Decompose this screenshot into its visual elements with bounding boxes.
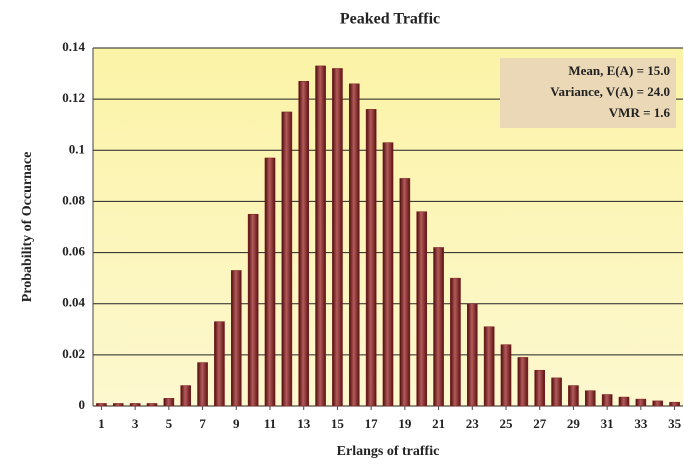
bar	[180, 385, 192, 407]
x-tick-label: 17	[365, 416, 379, 431]
x-tick-label: 35	[668, 416, 682, 431]
x-tick-label: 5	[166, 416, 173, 431]
bar	[450, 277, 461, 407]
x-tick-label: 7	[199, 416, 206, 431]
bar	[534, 369, 546, 407]
y-tick-label: 0.12	[62, 90, 85, 105]
x-tick-label: 29	[567, 416, 581, 431]
x-tick-label: 27	[533, 416, 547, 431]
x-tick-label: 23	[466, 416, 480, 431]
plot	[93, 47, 683, 407]
x-tick-label: 25	[500, 416, 514, 431]
x-tick-label: 11	[264, 416, 276, 431]
x-tick-label: 33	[634, 416, 648, 431]
chart-title: Peaked Traffic	[340, 11, 440, 28]
bar	[551, 377, 562, 407]
y-axis-label: Probability of Occurnace	[20, 152, 35, 303]
x-tick-label: 3	[132, 416, 139, 431]
y-tick-label: 0.1	[69, 141, 85, 156]
bar	[129, 403, 141, 407]
bar	[399, 178, 411, 407]
bar	[96, 403, 107, 407]
y-tick-label: 0.04	[62, 295, 85, 310]
bar	[197, 362, 208, 407]
bar	[500, 344, 512, 407]
bar	[230, 270, 242, 407]
bar	[618, 396, 630, 407]
bar	[433, 247, 444, 407]
bar	[112, 403, 124, 407]
y-tick-label: 0.06	[62, 244, 85, 259]
bar	[247, 213, 259, 407]
bar	[332, 68, 343, 407]
bar	[281, 111, 293, 407]
bar	[466, 303, 478, 407]
bar	[214, 321, 225, 407]
y-tick-label: 0.02	[62, 346, 85, 361]
annotation-box	[500, 58, 676, 128]
bar	[652, 400, 664, 407]
x-tick-label: 1	[98, 416, 105, 431]
x-tick-label: 21	[432, 416, 445, 431]
x-tick-label: 9	[233, 416, 240, 431]
y-tick-label: 0.08	[62, 192, 85, 207]
bar	[298, 80, 310, 407]
bar	[601, 394, 613, 407]
annotation: Mean, E(A) = 15.0	[568, 63, 670, 78]
bar	[365, 109, 377, 407]
x-tick-label: 19	[398, 416, 412, 431]
annotation: VMR = 1.6	[609, 105, 671, 120]
bar	[163, 398, 175, 407]
bar	[635, 398, 647, 407]
bar	[416, 211, 428, 407]
bar	[568, 385, 579, 407]
bar	[483, 326, 495, 407]
x-tick-label: 13	[297, 416, 311, 431]
bar	[315, 65, 326, 407]
bar	[517, 357, 529, 407]
bar	[264, 157, 276, 407]
bar	[146, 403, 158, 407]
x-tick-label: 31	[601, 416, 614, 431]
bar	[669, 401, 680, 407]
x-axis-label: Erlangs of traffic	[337, 444, 440, 459]
x-tick-label: 15	[331, 416, 345, 431]
annotation: Variance, V(A) = 24.0	[550, 84, 670, 99]
y-tick-label: 0.14	[62, 39, 85, 54]
bar	[584, 390, 596, 407]
bar	[382, 142, 394, 407]
y-tick-label: 0	[79, 397, 86, 412]
bar	[348, 83, 360, 407]
